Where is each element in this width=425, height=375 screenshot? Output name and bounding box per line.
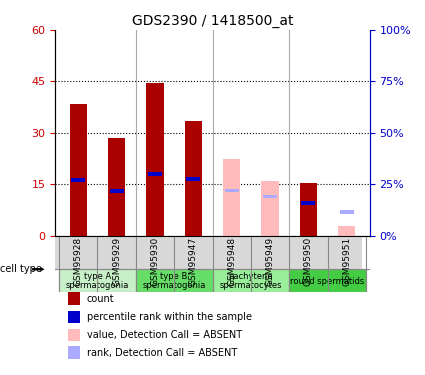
Title: GDS2390 / 1418500_at: GDS2390 / 1418500_at (132, 13, 293, 28)
Text: GSM95947: GSM95947 (189, 236, 198, 285)
Bar (148, 172, 162, 176)
Bar (136, 269, 212, 292)
Bar (185, 121, 202, 236)
Bar (187, 177, 200, 181)
Bar (108, 138, 125, 236)
Bar (59, 269, 136, 292)
Bar (301, 201, 315, 205)
Text: GSM95949: GSM95949 (266, 236, 275, 285)
Bar (68, 329, 80, 341)
Text: value, Detection Call = ABSENT: value, Detection Call = ABSENT (87, 330, 242, 340)
Bar (212, 269, 289, 292)
Text: rank, Detection Call = ABSENT: rank, Detection Call = ABSENT (87, 348, 237, 358)
Bar (263, 195, 277, 198)
Bar (55, 236, 362, 269)
Bar (225, 189, 238, 192)
Bar (68, 292, 80, 304)
Text: GSM95928: GSM95928 (74, 236, 83, 285)
Bar (300, 183, 317, 236)
Bar (146, 83, 164, 236)
Text: GSM95930: GSM95930 (150, 236, 159, 286)
Bar (68, 311, 80, 323)
Text: percentile rank within the sample: percentile rank within the sample (87, 312, 252, 322)
Text: GSM95929: GSM95929 (112, 236, 121, 285)
Text: type A: type A (84, 272, 111, 281)
Bar (110, 189, 124, 193)
Text: spermatogonia: spermatogonia (142, 281, 206, 290)
Bar (223, 159, 240, 236)
Bar (338, 225, 355, 236)
Bar (340, 210, 354, 214)
Text: spermatocytes: spermatocytes (220, 281, 282, 290)
Text: round spermatids: round spermatids (290, 277, 365, 286)
Text: type B: type B (161, 272, 188, 281)
Bar (68, 346, 80, 358)
Bar (289, 269, 366, 292)
Text: spermatogonia: spermatogonia (66, 281, 129, 290)
Text: GSM95951: GSM95951 (342, 236, 351, 286)
Text: cell type: cell type (0, 264, 42, 274)
Bar (71, 178, 85, 182)
Bar (261, 181, 279, 236)
Bar (70, 104, 87, 236)
Text: pachytene: pachytene (229, 272, 273, 281)
Text: GSM95950: GSM95950 (304, 236, 313, 286)
Text: GSM95948: GSM95948 (227, 236, 236, 285)
Text: count: count (87, 294, 114, 303)
